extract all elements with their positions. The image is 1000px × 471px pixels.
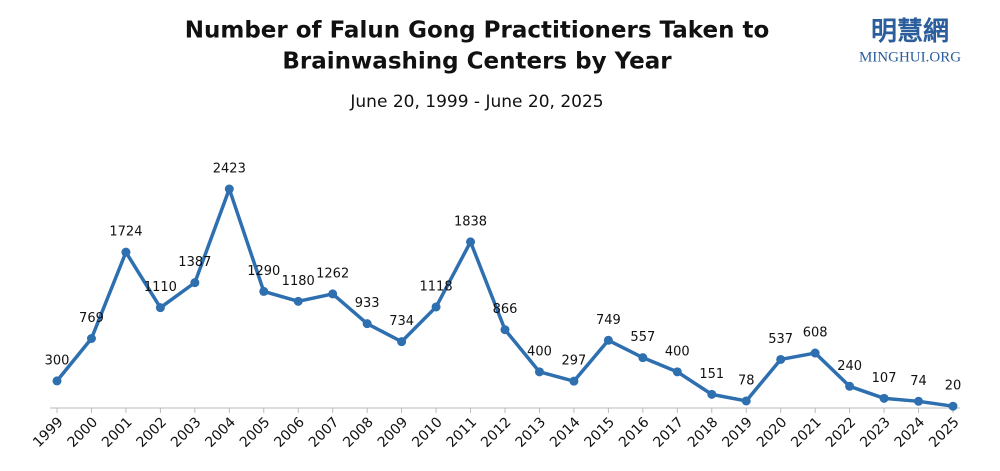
x-tick-label: 2015	[582, 414, 619, 451]
x-tick-label: 2002	[134, 414, 171, 451]
chart-subtitle: June 20, 1999 - June 20, 2025	[349, 92, 603, 112]
point	[707, 389, 717, 399]
point	[638, 353, 648, 363]
data-label: 400	[527, 344, 552, 359]
data-label: 1387	[178, 255, 211, 270]
point	[569, 376, 579, 386]
data-label: 240	[837, 359, 862, 374]
data-label: 107	[872, 371, 897, 386]
point	[397, 337, 407, 347]
x-tick-label: 2018	[685, 414, 722, 451]
x-tick-label: 2005	[237, 414, 274, 451]
x-tick-label: 2020	[754, 414, 791, 451]
data-label: 400	[665, 344, 690, 359]
point	[293, 296, 303, 306]
data-label: 74	[910, 374, 927, 389]
point	[948, 401, 958, 411]
point	[86, 333, 96, 343]
data-label: 749	[596, 313, 621, 328]
data-label: 300	[45, 353, 70, 368]
x-tick-label: 2019	[719, 414, 756, 451]
data-label: 20	[945, 379, 962, 394]
x-tick-label: 2009	[375, 414, 412, 451]
data-label: 1118	[420, 279, 453, 294]
data-label: 933	[355, 296, 380, 311]
point	[776, 354, 786, 364]
chart-title: Number of Falun Gong Practitioners Taken…	[185, 18, 770, 44]
x-tick-label: 2008	[340, 414, 377, 451]
x-tick-label: 2012	[478, 414, 515, 451]
data-label: 1262	[316, 266, 349, 281]
x-tick-label: 2004	[202, 414, 239, 451]
x-tick-label: 2003	[168, 414, 205, 451]
chart-title: Brainwashing Centers by Year	[282, 49, 672, 75]
data-label: 1290	[247, 264, 280, 279]
x-tick-label: 2001	[99, 414, 136, 451]
logo-site: MINGHUI.ORG	[859, 49, 961, 65]
point	[914, 396, 924, 406]
point	[534, 367, 544, 377]
x-tick-label: 2025	[926, 414, 963, 451]
point	[52, 376, 62, 386]
point	[500, 325, 510, 335]
data-label: 151	[699, 367, 724, 382]
data-label: 537	[768, 332, 793, 347]
data-label: 769	[79, 311, 104, 326]
data-label: 78	[738, 373, 755, 388]
x-tick-label: 2014	[547, 414, 584, 451]
point	[466, 237, 476, 247]
point	[259, 286, 269, 296]
point	[155, 303, 165, 313]
x-tick-label: 2010	[409, 414, 446, 451]
point	[362, 319, 372, 329]
point	[121, 247, 131, 257]
point	[672, 367, 682, 377]
line	[55, 187, 954, 408]
point	[603, 335, 613, 345]
x-tick-label: 2021	[788, 414, 825, 451]
x-tick-label: 2011	[444, 414, 481, 451]
point	[431, 302, 441, 312]
point	[741, 396, 751, 406]
x-tick-label: 2000	[65, 414, 102, 451]
data-label: 866	[493, 302, 518, 317]
data-label: 1838	[454, 214, 487, 229]
point	[810, 348, 820, 358]
data-label: 2423	[213, 162, 246, 177]
data-label: 1110	[144, 280, 177, 295]
point	[190, 278, 200, 288]
data-label: 557	[630, 330, 655, 345]
x-tick-label: 2016	[616, 414, 653, 451]
data-label: 1180	[282, 274, 315, 289]
x-tick-label: 2023	[857, 414, 894, 451]
x-tick-label: 2022	[823, 414, 860, 451]
point	[328, 289, 338, 299]
x-tick-label: 2007	[306, 414, 343, 451]
data-label: 1724	[109, 225, 142, 240]
x-tick-label: 2017	[650, 414, 687, 451]
data-label: 297	[562, 354, 587, 369]
x-tick-label: 2006	[271, 414, 308, 451]
x-tick-label: 2024	[892, 414, 929, 451]
point	[845, 381, 855, 391]
data-label: 734	[389, 314, 414, 329]
point	[879, 393, 889, 403]
data-label: 608	[803, 326, 828, 341]
x-tick-label: 1999	[30, 414, 67, 451]
point	[224, 184, 234, 194]
logo-name: 明慧網	[871, 16, 949, 47]
x-tick-label: 2013	[513, 414, 550, 451]
